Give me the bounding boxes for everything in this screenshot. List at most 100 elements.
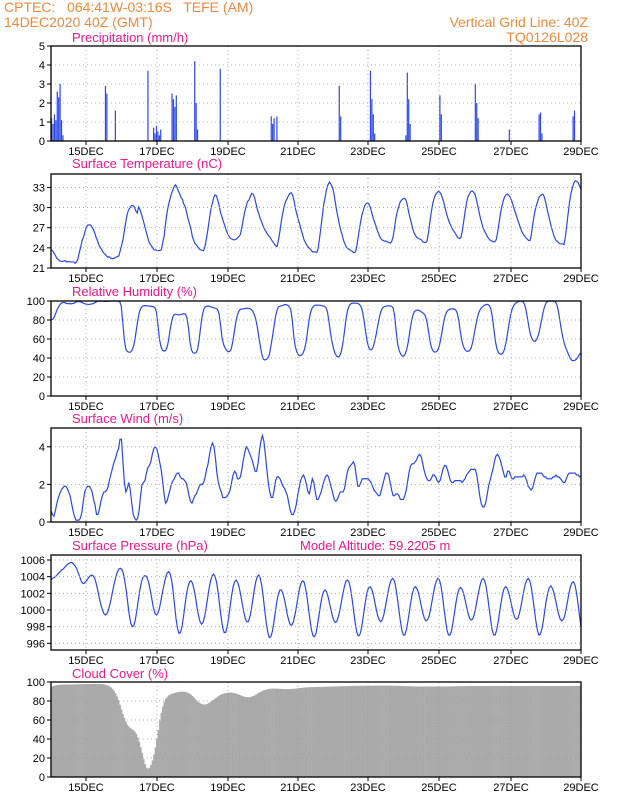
cloud-bar	[252, 696, 255, 777]
y-tick-label: 4	[39, 442, 45, 454]
cloud-bar	[298, 688, 301, 777]
cloud-bar	[185, 692, 188, 777]
precip-bar	[338, 85, 340, 141]
cloud-bar	[225, 692, 228, 777]
cloud-bar	[74, 684, 77, 778]
cloud-bar	[351, 685, 354, 777]
cloud-bar	[395, 685, 398, 777]
y-tick-label: 998	[27, 622, 45, 634]
cloud-bar	[130, 729, 133, 777]
y-tick-label: 0	[39, 772, 45, 784]
cloud-bar	[353, 685, 355, 777]
precip-bar	[219, 68, 221, 141]
precip-bar	[476, 103, 478, 141]
cloud-bar	[437, 686, 440, 777]
cloud-bar	[278, 688, 281, 777]
cloud-bar	[350, 685, 352, 777]
cloud-bar	[264, 689, 266, 777]
cloud-bar	[212, 699, 215, 777]
cloud-bar	[563, 685, 566, 777]
cloud-bar	[527, 685, 530, 777]
cloud-bar	[200, 703, 203, 777]
cloud-bar	[127, 726, 130, 777]
cloud-bar	[539, 685, 542, 777]
cloud-bar	[341, 686, 343, 777]
cloud-bar	[489, 685, 491, 777]
cloud-bar	[397, 685, 400, 777]
cloud-bar	[190, 694, 192, 777]
cloud-bar	[339, 686, 342, 777]
x-tick-label: 25DEC	[421, 146, 457, 158]
cloud-bar	[237, 694, 240, 777]
cloud-bar	[293, 688, 296, 777]
cloud-bar	[244, 697, 247, 777]
cloud-bar	[404, 686, 407, 777]
cloud-bar	[82, 684, 84, 777]
cloud-bar	[206, 703, 209, 777]
cloud-bar	[120, 709, 123, 777]
cloud-bar	[270, 688, 272, 777]
cloud-bar	[304, 687, 306, 777]
cloud-bar	[207, 703, 210, 777]
cloud-bar	[193, 697, 195, 777]
cloud-bar	[382, 685, 385, 777]
cloud-bar	[105, 685, 108, 777]
cloud-bar	[163, 701, 166, 777]
cloud-bar	[569, 685, 571, 777]
cloud-bar	[88, 684, 90, 777]
precip-bar	[440, 114, 442, 141]
cloud-bar	[443, 686, 446, 777]
x-tick-label: 27DEC	[493, 273, 529, 285]
cloud-bar	[184, 691, 187, 777]
cloud-bar	[467, 685, 469, 777]
cloud-bar	[509, 685, 512, 777]
cloud-bar	[151, 760, 154, 777]
cloud-bar	[338, 686, 340, 777]
cloud-bar	[501, 685, 503, 777]
cloud-bar	[348, 685, 351, 777]
cloud-bar	[392, 685, 395, 777]
precip-bar	[270, 116, 272, 141]
y-tick-label: 1002	[21, 588, 45, 600]
cloud-bar	[566, 685, 568, 777]
cloud-bar	[289, 689, 292, 777]
cloud-bar	[277, 688, 280, 777]
cloud-bar	[345, 686, 348, 777]
cloud-bar	[172, 693, 175, 777]
cloud-bar	[135, 733, 138, 777]
x-tick-label: 23DEC	[350, 782, 386, 794]
x-tick-label: 17DEC	[139, 527, 175, 539]
cloud-bar	[504, 685, 506, 777]
cloud-bar	[555, 685, 558, 777]
x-tick-label: 19DEC	[210, 782, 246, 794]
cloud-bar	[141, 753, 144, 777]
cloud-bar	[398, 685, 401, 777]
cloud-bar	[578, 685, 580, 777]
cloud-bar	[327, 686, 330, 777]
cloud-bar	[418, 686, 420, 777]
cloud-bar	[283, 689, 286, 778]
cloud-bar	[150, 764, 152, 777]
precip-bar	[369, 70, 372, 141]
station-line: CPTEC: 064:41W-03:16S TEFE (AM)	[4, 0, 254, 15]
cloud-bar	[157, 729, 160, 777]
cloud-bar	[372, 685, 375, 777]
cloud-bar	[187, 692, 189, 777]
cloud-bar	[194, 699, 197, 777]
cloud-bar	[191, 696, 194, 777]
cloud-bar	[102, 684, 105, 778]
series-line-temp	[50, 179, 582, 265]
precip-bar	[272, 123, 274, 141]
cloud-bar	[391, 685, 394, 777]
cloud-bar	[292, 688, 295, 777]
precip-bar	[409, 123, 411, 141]
y-tick-label: 0	[39, 391, 45, 403]
x-tick-label: 21DEC	[280, 273, 316, 285]
precip-bar	[114, 110, 116, 141]
cloud-bar	[384, 685, 386, 777]
cloud-bar	[472, 685, 475, 777]
cloud-bar	[438, 686, 441, 777]
cloud-bar	[56, 684, 59, 777]
cloud-bar	[317, 686, 320, 777]
cloud-bar	[464, 686, 466, 777]
